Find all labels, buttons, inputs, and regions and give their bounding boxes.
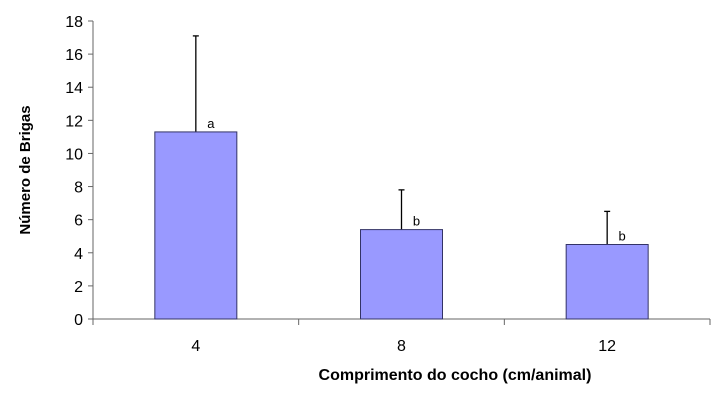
x-tick-label: 12 xyxy=(598,338,616,355)
significance-label: a xyxy=(207,116,215,131)
x-tick-label: 8 xyxy=(397,338,406,355)
significance-label: b xyxy=(413,214,420,229)
x-axis-label: Comprimento do cocho (cm/animal) xyxy=(319,367,592,384)
bar xyxy=(360,229,443,320)
y-tick-label: 18 xyxy=(65,14,83,31)
x-axis: 4 8 12 xyxy=(92,318,711,355)
x-tick-label: 4 xyxy=(191,338,200,355)
y-tick-label: 6 xyxy=(74,213,83,230)
y-axis-label: Número de Brigas xyxy=(17,105,34,234)
y-tick-label: 2 xyxy=(74,279,83,296)
y-tick-label: 10 xyxy=(65,146,83,163)
y-tick-label: 0 xyxy=(74,312,83,329)
y-tick-label: 16 xyxy=(65,47,83,64)
y-tick-label: 4 xyxy=(74,246,83,263)
bar xyxy=(565,244,649,320)
y-tick-label: 8 xyxy=(74,180,83,197)
y-axis: 0 2 4 6 8 10 12 14 16 18 xyxy=(65,14,94,329)
bars: a b b xyxy=(154,35,649,320)
significance-label: b xyxy=(619,229,626,244)
y-tick-label: 12 xyxy=(65,113,83,130)
y-tick-label: 14 xyxy=(65,80,83,97)
bar xyxy=(154,131,238,320)
